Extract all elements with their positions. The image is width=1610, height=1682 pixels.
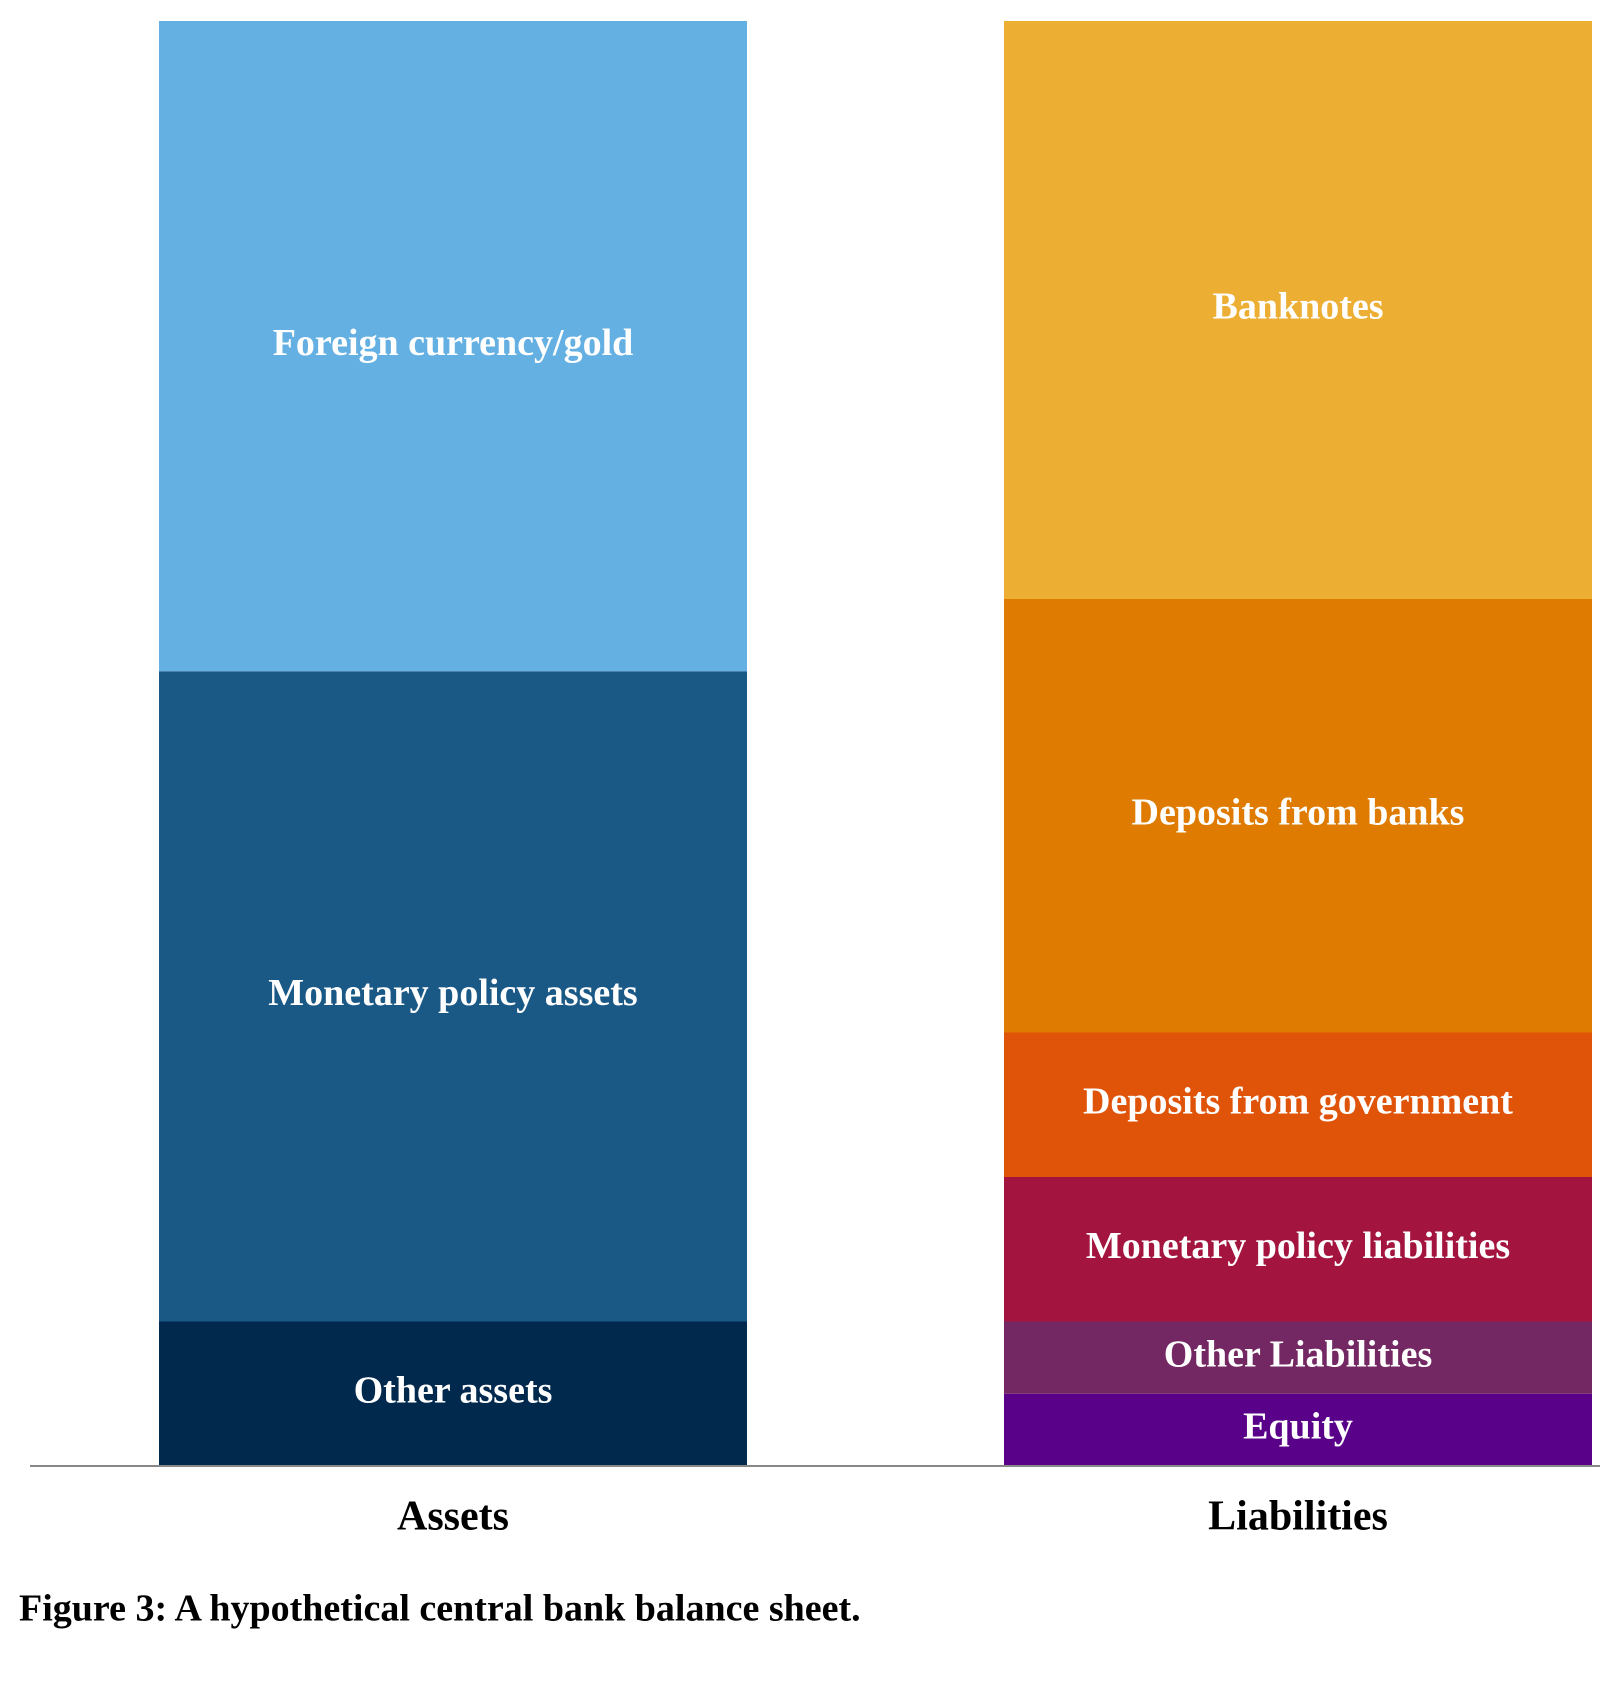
bar-segment	[1004, 599, 1592, 1033]
segment-label: Other Liabilities	[1164, 1333, 1432, 1375]
segment-label: Foreign currency/gold	[273, 322, 634, 364]
segment-label: Deposits from government	[1083, 1080, 1513, 1122]
segment-label: Deposits from banks	[1132, 791, 1465, 833]
bar-segment	[1004, 1393, 1592, 1466]
bar-segment	[1004, 1177, 1592, 1322]
bar-segment	[1004, 21, 1592, 599]
caption: Figure 3: A hypothetical central bank ba…	[19, 1588, 861, 1630]
segment-label: Equity	[1243, 1406, 1353, 1448]
segment-label: Monetary policy assets	[268, 972, 637, 1014]
segment-label: Banknotes	[1212, 286, 1383, 328]
x-tick-label: Assets	[397, 1494, 509, 1540]
segment-label: Other assets	[354, 1369, 553, 1411]
x-tick-label: Liabilities	[1208, 1494, 1388, 1540]
bar-segment	[159, 1321, 747, 1466]
bar-segment	[1004, 1032, 1592, 1177]
bar-segment	[159, 21, 747, 672]
segment-label: Monetary policy liabilities	[1086, 1225, 1510, 1267]
bar-segment	[159, 671, 747, 1322]
bar-segment	[1004, 1321, 1592, 1394]
